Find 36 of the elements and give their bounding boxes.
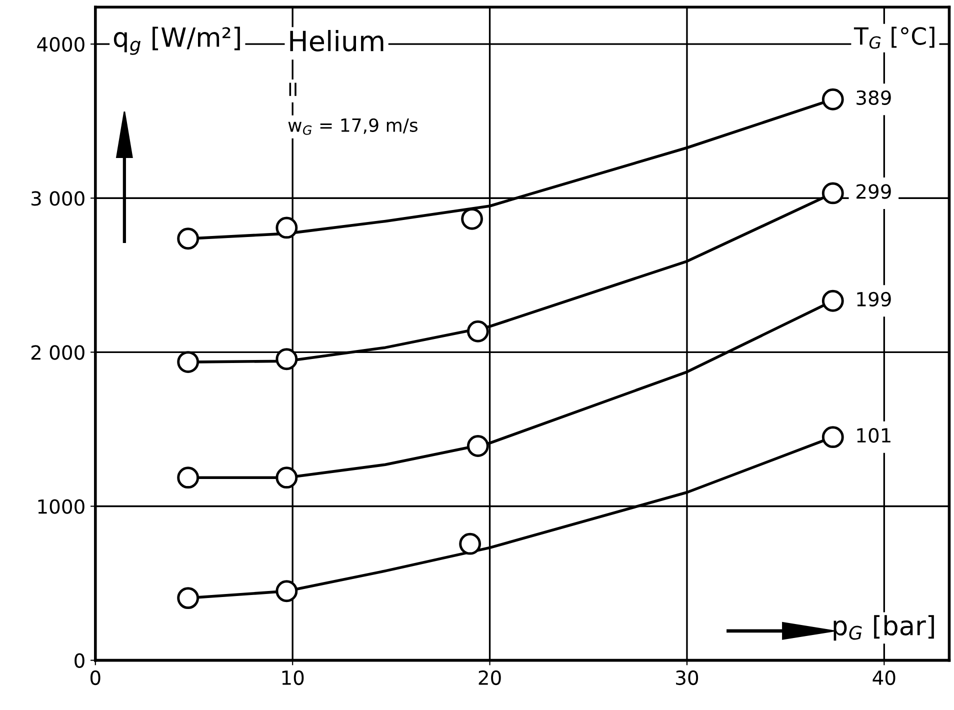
annotation: w$_{G}$ = 17,9 m/s [288,118,418,135]
point [822,182,844,204]
point [276,466,298,489]
point [177,228,200,250]
x-tick-label: 10 [282,670,304,686]
x-tick-label: 40 [872,670,896,686]
y-tick-label: 3 000 [31,191,84,206]
x-tick-label: 0 [90,670,100,686]
point [822,88,844,110]
point [276,216,298,239]
x-tick-label: 20 [478,670,501,686]
series-label: 299 [856,184,891,199]
y-tick-label: 2 000 [31,345,84,360]
point [459,532,482,555]
legend-title: T$_{G}$ [°C] [854,26,934,49]
point [276,580,298,602]
point [276,348,298,370]
y-tick-label: 4000 [37,37,84,52]
point [177,466,200,489]
point [822,290,844,312]
point [177,587,200,610]
y-axis-title: q$_{g}$ [W/m²] [114,26,240,55]
point [822,426,844,448]
point [466,435,489,457]
y-tick-label: 1000 [38,499,84,514]
annotation: Helium [290,30,384,52]
y-tick-label: 0 [74,653,84,668]
point [177,351,200,374]
x-tick-label: 30 [676,670,698,686]
x-axis-title: p$_{G}$ [bar] [834,615,934,641]
annotation: II [289,82,296,96]
point [461,208,484,230]
series-label: 101 [857,428,890,443]
series-label: 389 [856,90,891,106]
series-label: 199 [857,292,891,307]
point [466,320,489,342]
